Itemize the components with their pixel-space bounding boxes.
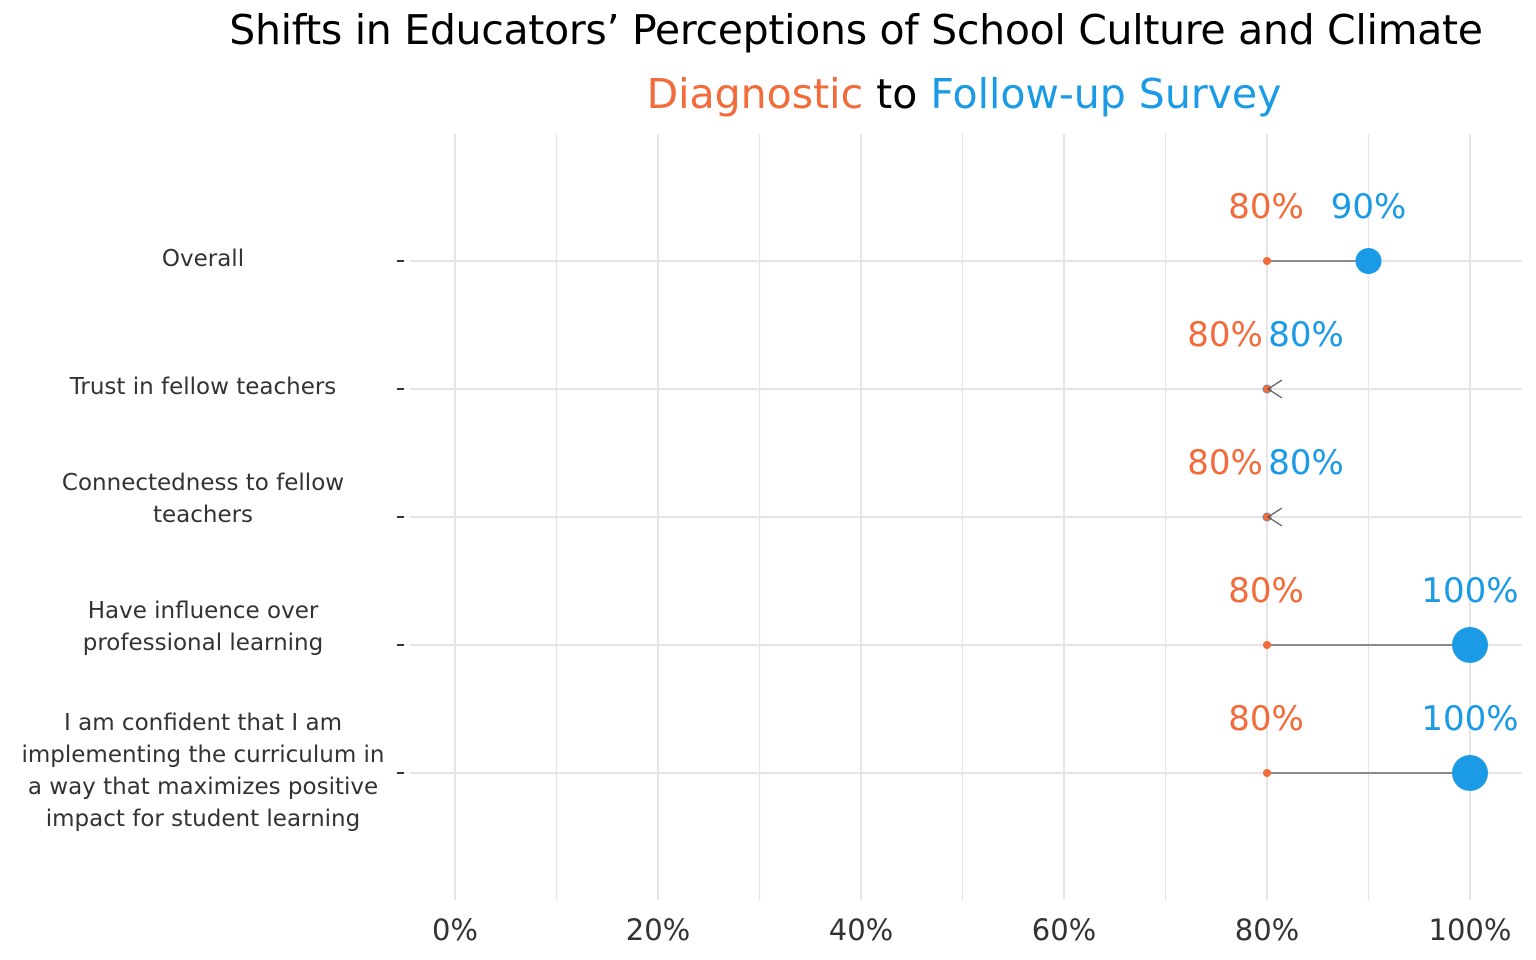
category-label-line: teachers	[152, 502, 254, 528]
diagnostic-point	[1263, 257, 1271, 265]
subtitle-connector-word: to	[863, 70, 931, 118]
category-label-line: impact for student learning	[45, 806, 361, 832]
category-label-line: Overall	[161, 246, 245, 272]
chart-subtitle: Diagnostic to Follow-up Survey	[0, 70, 1536, 118]
diagnostic-value-label: 80%	[1228, 571, 1304, 611]
category-label: Have influence over professional learning	[3, 595, 403, 659]
category-label: Connectedness to fellow teachers	[3, 467, 403, 531]
chart-title: Shifts in Educators’ Perceptions of Scho…	[229, 6, 1483, 54]
followup-value-label: 90%	[1331, 187, 1407, 227]
x-tick-label: 80%	[1235, 913, 1299, 947]
category-label: Overall	[3, 243, 403, 275]
diagnostic-value-label: 80%	[1187, 315, 1263, 355]
category-label-line: Trust in fellow teachers	[69, 374, 337, 400]
x-tick-label: 40%	[829, 913, 893, 947]
category-label-line: implementing the curriculum in	[21, 742, 385, 768]
change-arrow	[1266, 507, 1283, 527]
category-label: I am confident that I am implementing the…	[3, 707, 403, 835]
followup-point	[1355, 248, 1382, 274]
diagnostic-point	[1263, 641, 1271, 649]
followup-value-label: 80%	[1268, 315, 1344, 355]
row-lines	[397, 260, 1522, 774]
followup-value-label: 80%	[1268, 443, 1344, 483]
diagnostic-point	[1263, 769, 1271, 777]
category-label-line: professional learning	[82, 630, 324, 656]
diagnostic-value-label: 80%	[1187, 443, 1263, 483]
change-arrow	[1266, 379, 1283, 399]
followup-value-label: 100%	[1421, 571, 1518, 611]
data-marks: 80% 90%80% 80%80% 80%80% 100%80% 100%	[1187, 187, 1519, 791]
followup-point	[1452, 755, 1488, 791]
followup-value-label: 100%	[1421, 699, 1518, 739]
x-axis-ticks: 0% 20% 40% 60% 80% 100%	[432, 913, 1511, 947]
diagnostic-value-label: 80%	[1228, 187, 1304, 227]
x-tick-label: 100%	[1429, 913, 1512, 947]
category-label-line: I am confident that I am	[64, 710, 342, 736]
followup-point	[1452, 627, 1488, 663]
category-label-line: Have influence over	[87, 598, 319, 624]
category-label-line: Connectedness to fellow	[61, 470, 345, 496]
category-label-line: a way that maximizes positive	[27, 774, 379, 800]
subtitle-diagnostic: Diagnostic	[646, 70, 864, 118]
category-label: Trust in fellow teachers	[3, 371, 403, 403]
x-tick-label: 0%	[432, 913, 478, 947]
diagnostic-value-label: 80%	[1228, 699, 1304, 739]
x-tick-label: 20%	[626, 913, 690, 947]
subtitle-followup: Follow-up Survey	[930, 70, 1282, 118]
x-tick-label: 60%	[1032, 913, 1096, 947]
